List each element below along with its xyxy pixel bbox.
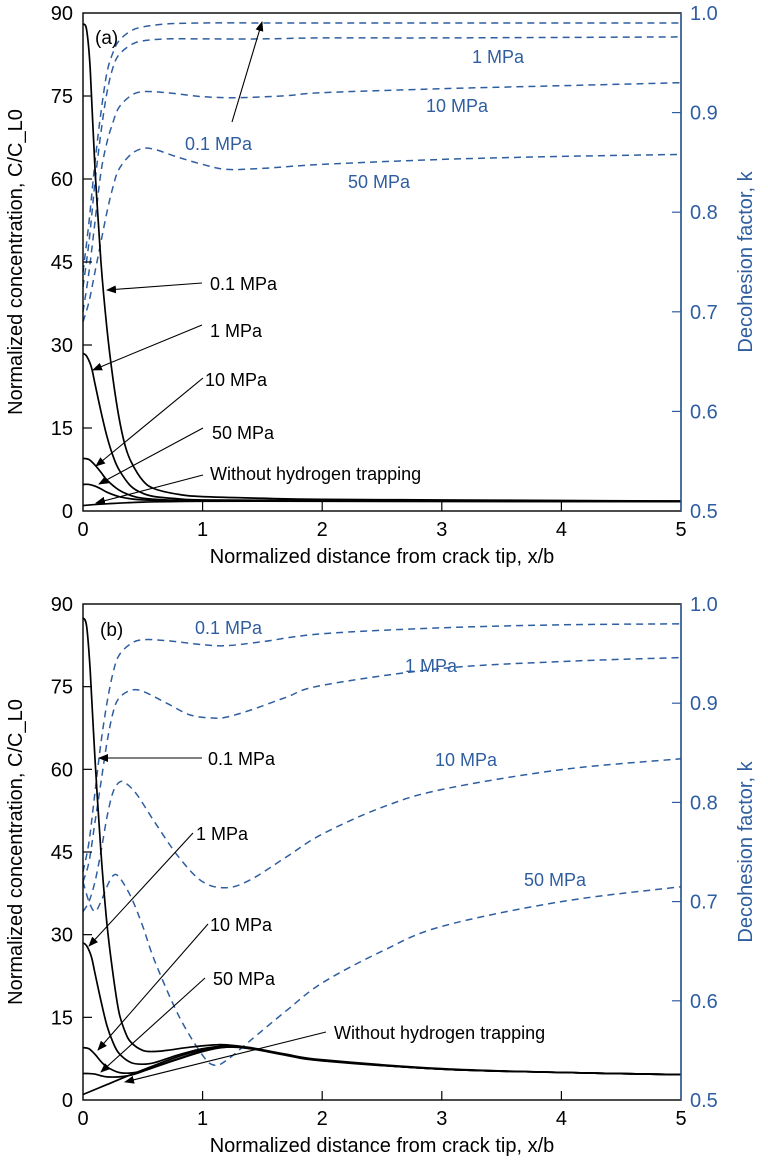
- y2-tick-label: 1.0: [690, 594, 718, 616]
- panel-a-series: [82, 22, 682, 507]
- concentration-curve-without-hydrogen-trapping: [82, 500, 681, 507]
- concentration-curve-without-hydrogen-trapping: [82, 1046, 682, 1096]
- annotation-k-0.1MPa: 0.1 MPa: [195, 618, 263, 638]
- annotation-c-0.1MPa: 0.1 MPa: [210, 274, 278, 294]
- y2-tick-label: 0.5: [690, 501, 718, 523]
- x-tick-label: 1: [197, 1108, 208, 1130]
- y-tick-label: 45: [51, 842, 73, 864]
- y-tick-label: 60: [51, 169, 73, 191]
- k-curve-10-mpa: [82, 758, 682, 912]
- y-tick-label: 75: [51, 677, 73, 699]
- annotation-c-0.1MPa: 0.1 MPa: [208, 749, 276, 769]
- annotation-c-0.1MPa-arrow: [106, 282, 203, 294]
- x-tick-label: 5: [675, 1108, 686, 1130]
- y2-tick-label: 0.9: [690, 693, 718, 715]
- concentration-curve-0.1-mpa: [82, 23, 682, 502]
- y-tick-label: 15: [51, 1007, 73, 1029]
- panel-a-xlabel-text: Normalized distance from crack tip, x/b: [210, 546, 555, 568]
- annotation-k-50MPa: 50 MPa: [348, 172, 411, 192]
- y-tick-label: 0: [62, 501, 73, 523]
- panel-a-xlabel: Normalized distance from crack tip, x/b: [210, 546, 555, 568]
- annotation-c-10MPa: 10 MPa: [210, 915, 273, 935]
- annotation-c-without-trapping-arrow: [95, 474, 204, 505]
- y-tick-label: 75: [51, 86, 73, 108]
- k-curve-0.1-mpa: [82, 623, 682, 872]
- panel-b-xlabel-text: Normalized distance from crack tip, x/b: [210, 1135, 555, 1157]
- panel-a-frame: [82, 12, 682, 512]
- panel-b-xlabel: Normalized distance from crack tip, x/b: [210, 1135, 555, 1157]
- y2-tick-label: 0.6: [690, 991, 718, 1013]
- y2-tick-label: 0.8: [690, 202, 718, 224]
- concentration-curve-0.1-mpa: [82, 617, 682, 1076]
- y2-tick-label: 0.7: [690, 302, 718, 324]
- panel-b-series: [82, 617, 682, 1096]
- annotation-k-50MPa: 50 MPa: [524, 870, 587, 890]
- annotation-k-1MPa: 1 MPa: [405, 656, 458, 676]
- y-tick-label: 30: [51, 925, 73, 947]
- annotation-c-50MPa-arrow: [100, 977, 206, 1073]
- annotation-c-1MPa: 1 MPa: [210, 321, 263, 341]
- x-tick-label: 3: [436, 519, 447, 541]
- panel-b-ylabel: Normalized concentration, C/C_L0: [5, 699, 27, 1005]
- x-tick-label: 2: [317, 519, 328, 541]
- annotation-c-50MPa: 50 MPa: [213, 969, 276, 989]
- y-tick-label: 0: [62, 1090, 73, 1112]
- panel-a-ylabel: Normalized concentration, C/C_L0: [5, 109, 27, 415]
- y-tick-label: 60: [51, 759, 73, 781]
- annotation-k-0.1MPa: 0.1 MPa: [185, 134, 253, 154]
- annotation-c-1MPa-arrow: [92, 324, 203, 371]
- annotation-c-1MPa: 1 MPa: [196, 824, 249, 844]
- x-tick-label: 2: [317, 1108, 328, 1130]
- k-curve-10-mpa: [82, 81, 682, 312]
- y-tick-label: 15: [51, 418, 73, 440]
- y2-tick-label: 1.0: [690, 3, 718, 25]
- y-tick-label: 90: [51, 3, 73, 25]
- panel-a-label: (a): [95, 28, 118, 49]
- x-tick-label: 0: [77, 1108, 88, 1130]
- annotation-k-10MPa: 10 MPa: [435, 750, 498, 770]
- x-tick-label: 1: [197, 519, 208, 541]
- annotation-c-10MPa-arrow: [97, 923, 209, 1051]
- panel-a-y2label: Decohesion factor, k: [735, 170, 757, 352]
- k-curve-1-mpa: [82, 656, 682, 882]
- x-tick-label: 3: [436, 1108, 447, 1130]
- y-tick-label: 90: [51, 594, 73, 616]
- annotation-c-1MPa-arrow: [88, 832, 194, 947]
- x-tick-label: 4: [556, 1108, 567, 1130]
- y2-tick-label: 0.5: [690, 1090, 718, 1112]
- annotation-c-without-trapping-arrow: [124, 1031, 327, 1084]
- x-tick-label: 4: [556, 519, 567, 541]
- k-curve-0.1-mpa: [82, 22, 681, 273]
- annotation-k-1MPa: 1 MPa: [472, 47, 525, 67]
- x-tick-label: 5: [675, 519, 686, 541]
- annotation-c-50MPa: 50 MPa: [212, 423, 275, 443]
- annotation-c-without-trapping: Without hydrogen trapping: [210, 464, 421, 484]
- k-curve-1-mpa: [82, 36, 682, 287]
- y2-tick-label: 0.8: [690, 792, 718, 814]
- annotation-c-without-trapping: Without hydrogen trapping: [334, 1023, 545, 1043]
- annotation-k-0.1MPa-arrow: [231, 21, 264, 123]
- annotation-c-10MPa: 10 MPa: [205, 370, 268, 390]
- annotation-c-50MPa-arrow: [98, 427, 204, 485]
- k-curve-50-mpa: [82, 147, 682, 322]
- concentration-curve-1-mpa: [82, 942, 682, 1076]
- panel-b-label: (b): [100, 620, 123, 641]
- y-tick-label: 45: [51, 252, 73, 274]
- annotation-k-10MPa: 10 MPa: [426, 96, 489, 116]
- panel-b-y2label: Decohesion factor, k: [735, 760, 757, 942]
- annotation-c-10MPa-arrow: [95, 377, 204, 467]
- y2-tick-label: 0.6: [690, 401, 718, 423]
- x-tick-label: 0: [77, 519, 88, 541]
- y-tick-label: 30: [51, 335, 73, 357]
- y2-tick-label: 0.7: [690, 892, 718, 914]
- y2-tick-label: 0.9: [690, 103, 718, 125]
